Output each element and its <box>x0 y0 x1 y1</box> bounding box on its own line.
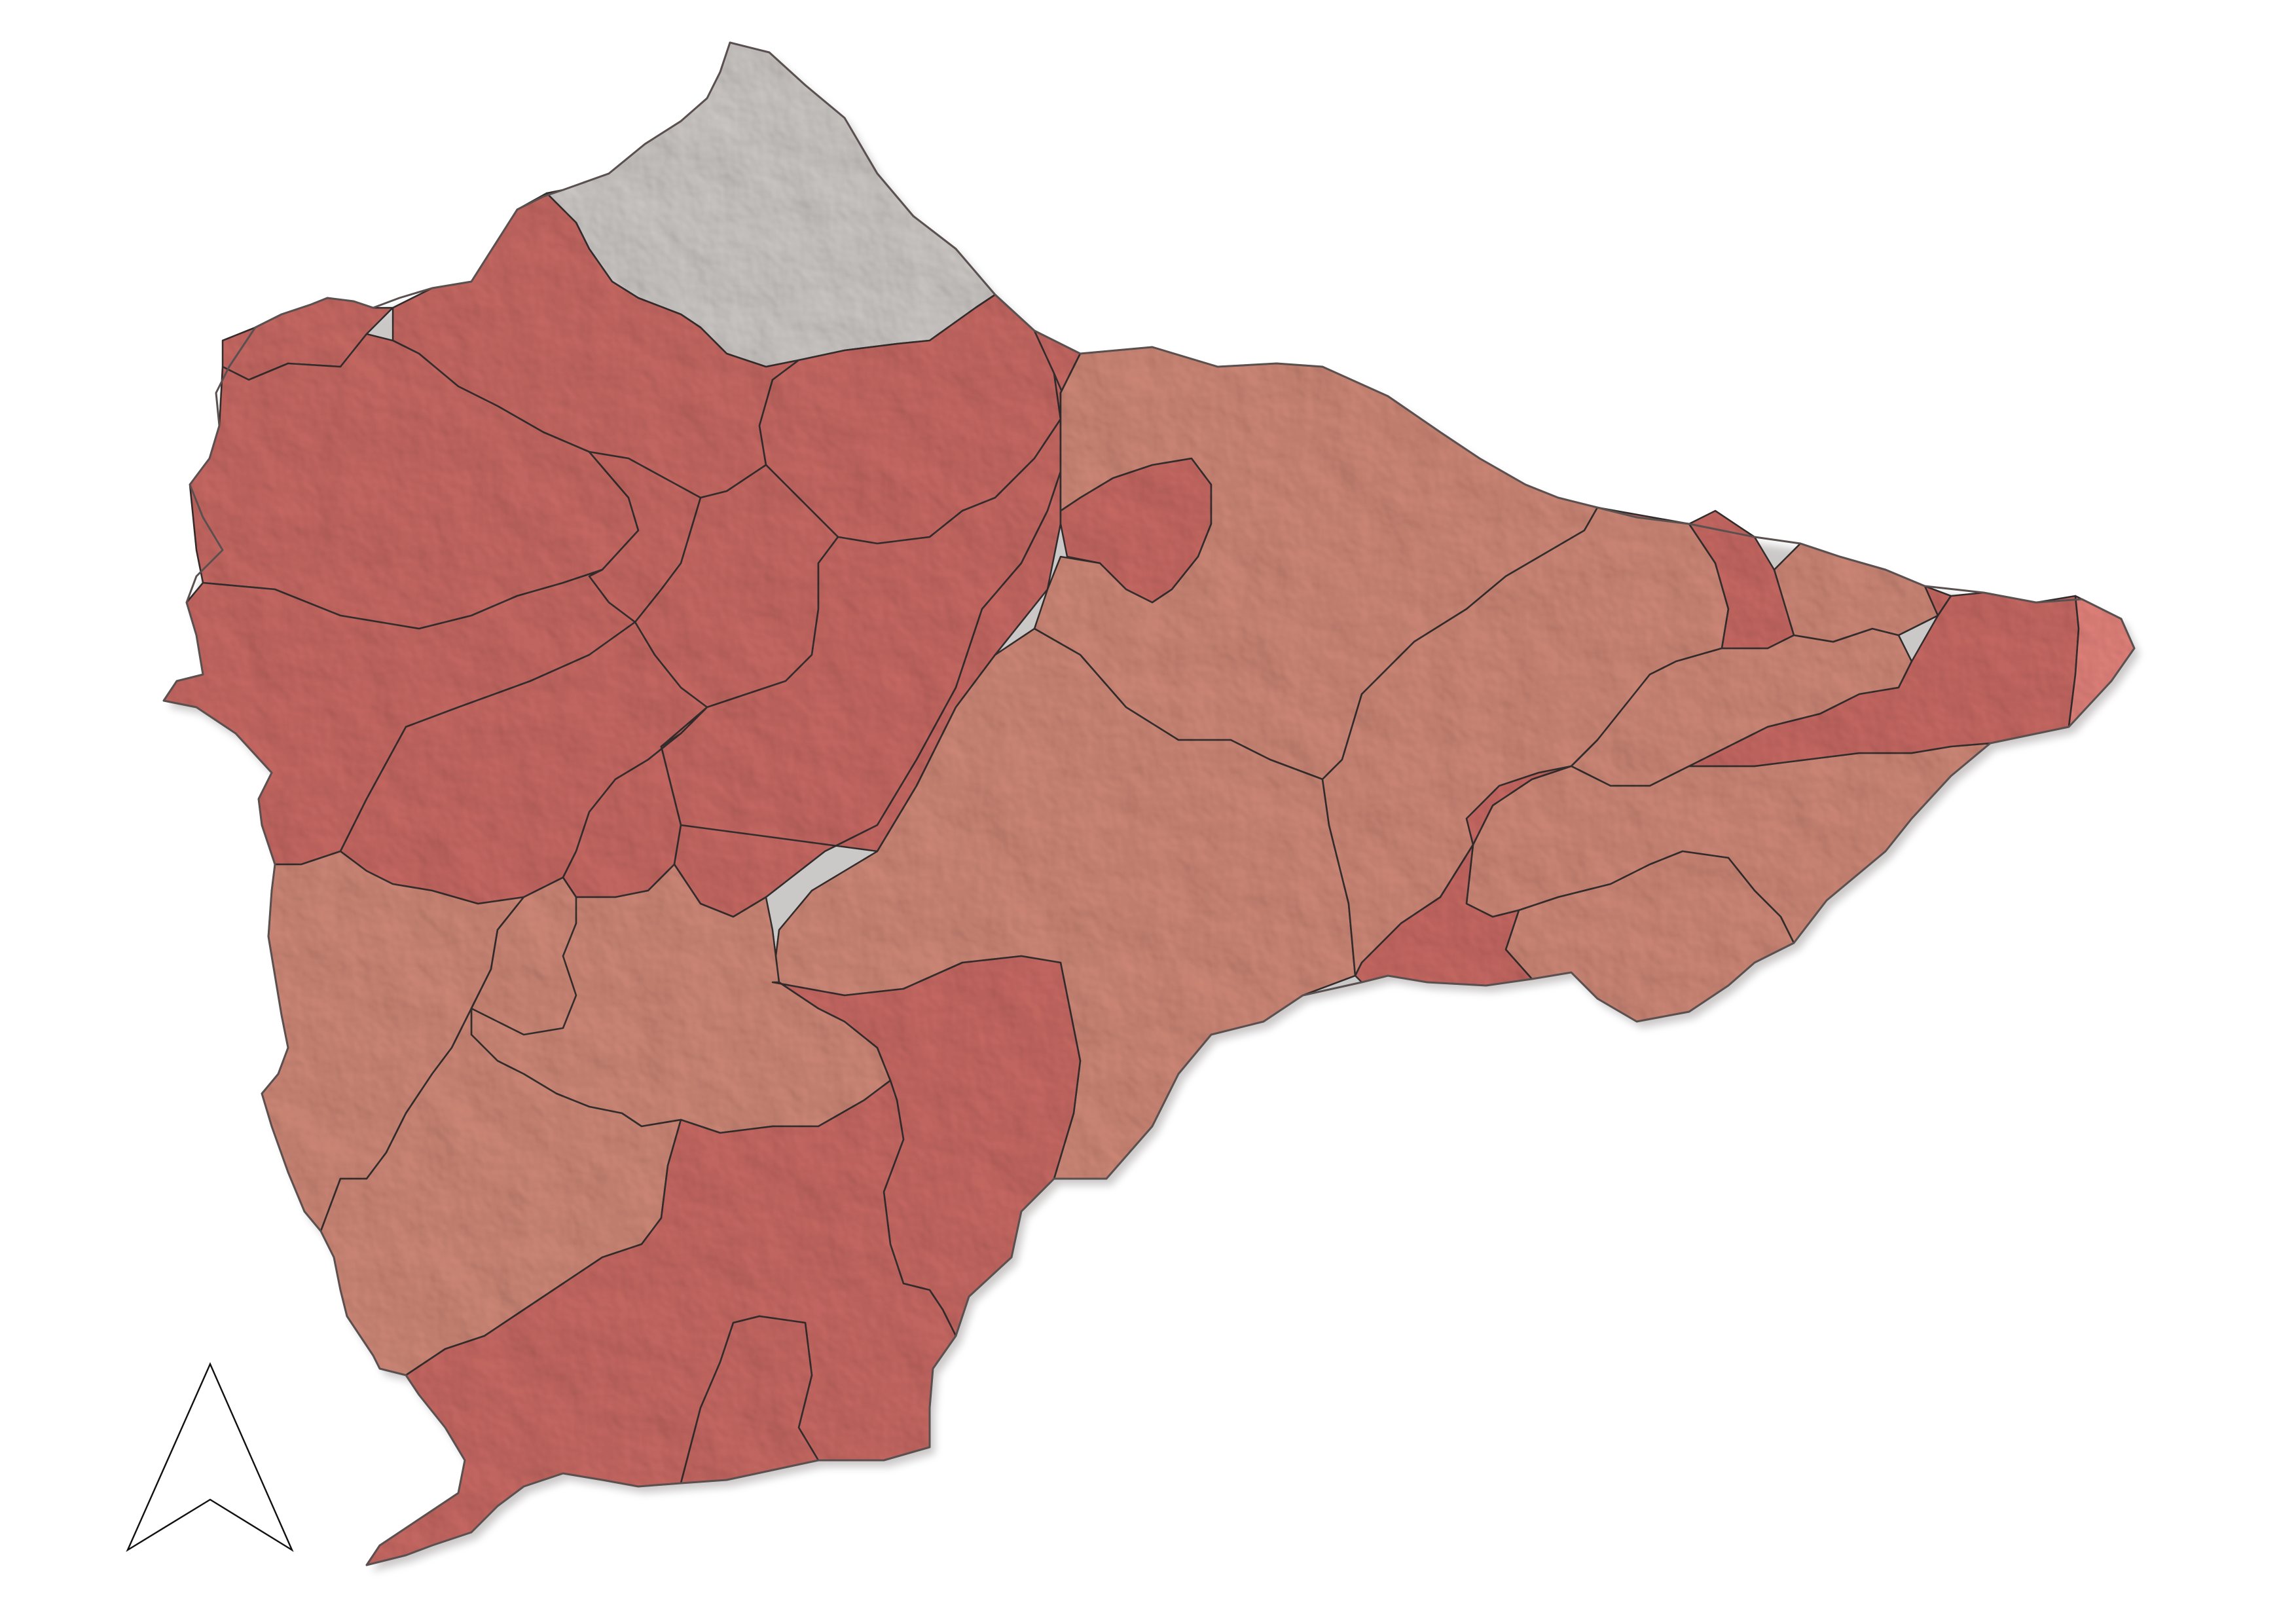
north-arrow-icon <box>126 1362 294 1553</box>
region-e-red-strip <box>1688 591 2080 767</box>
map-regions <box>162 41 2136 1566</box>
map-outer-boundary <box>162 41 2136 1566</box>
region-nw-l <box>660 706 708 748</box>
region-e-small <box>1773 542 1939 643</box>
